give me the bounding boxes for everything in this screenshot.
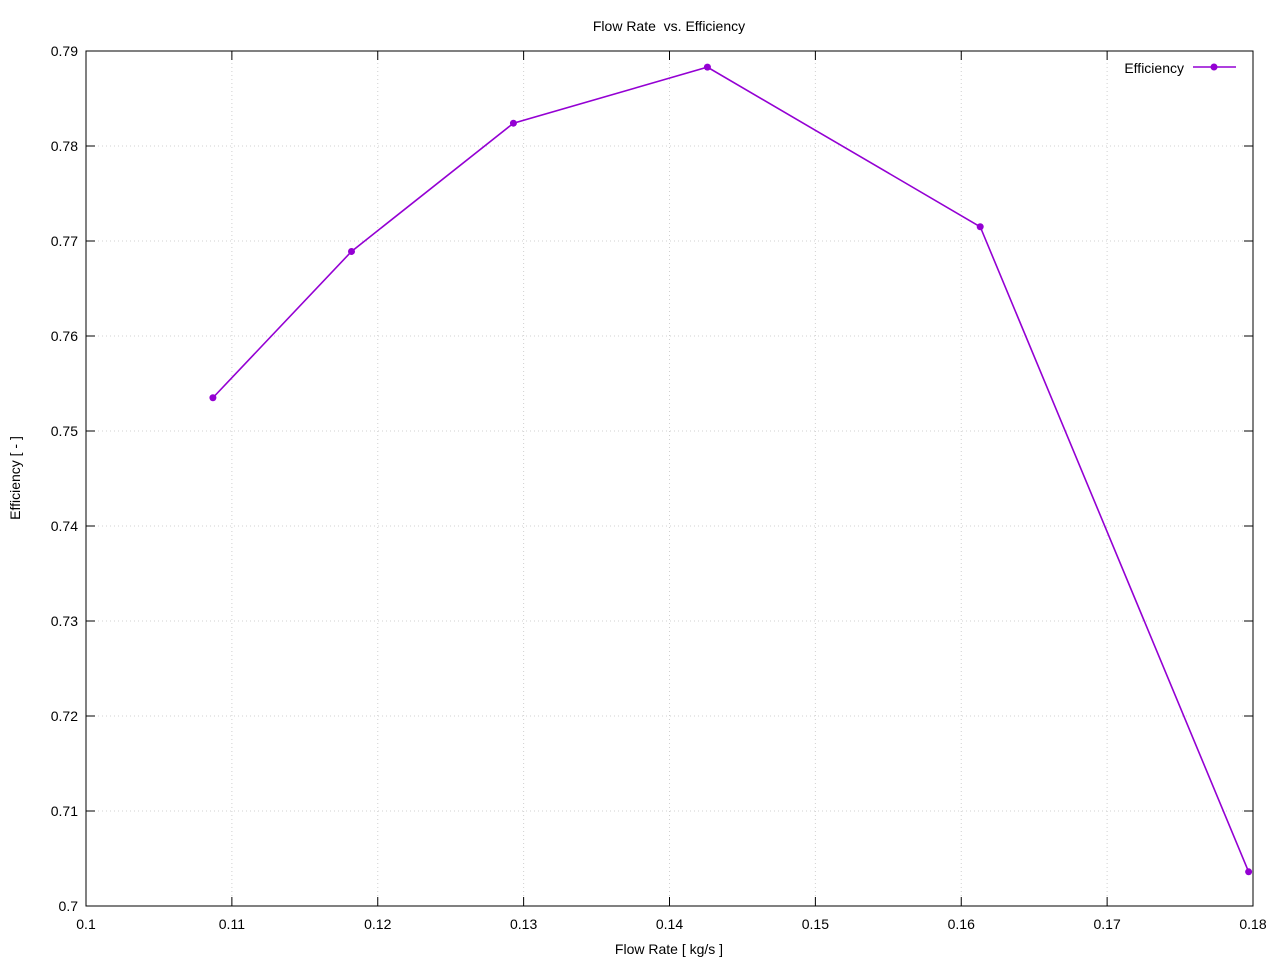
x-axis-label: Flow Rate [ kg/s ] (615, 941, 723, 957)
data-point (209, 394, 217, 402)
x-tick-label: 0.17 (1094, 916, 1121, 932)
x-tick-label: 0.11 (219, 916, 245, 932)
grid (86, 51, 1253, 906)
series-line (212, 66, 1250, 873)
legend: Efficiency (1124, 60, 1236, 76)
data-point (509, 119, 517, 127)
legend-label: Efficiency (1124, 60, 1184, 76)
series (209, 63, 1253, 876)
data-point (703, 63, 711, 71)
x-tick-label: 0.16 (948, 916, 975, 932)
y-tick-label: 0.74 (51, 518, 78, 534)
y-tick-label: 0.77 (51, 233, 78, 249)
x-tick-label: 0.15 (802, 916, 829, 932)
y-axis-label: Efficiency [ - ] (7, 436, 23, 520)
ticks: 0.1 0.11 0.12 0.13 0.14 0.15 0.16 0.17 0.18 0.7 0.… (51, 43, 1267, 932)
y-tick-label: 0.7 (59, 898, 79, 914)
x-tick-label: 0.18 (1239, 916, 1266, 932)
data-point (1245, 868, 1253, 876)
y-tick-label: 0.76 (51, 328, 78, 344)
y-tick-label: 0.72 (51, 708, 78, 724)
y-tick-label: 0.79 (51, 43, 78, 59)
y-tick-label: 0.71 (51, 803, 78, 819)
x-tick-label: 0.1 (76, 916, 96, 932)
legend-marker (1210, 63, 1218, 71)
x-tick-label: 0.14 (656, 916, 683, 932)
data-point (347, 247, 355, 255)
data-point (976, 223, 984, 231)
x-tick-label: 0.12 (364, 916, 391, 932)
y-tick-label: 0.78 (51, 138, 78, 154)
x-tick-label: 0.13 (510, 916, 537, 932)
y-tick-label: 0.75 (51, 423, 78, 439)
y-tick-label: 0.73 (51, 613, 78, 629)
chart-title: Flow Rate vs. Efficiency (593, 18, 745, 34)
